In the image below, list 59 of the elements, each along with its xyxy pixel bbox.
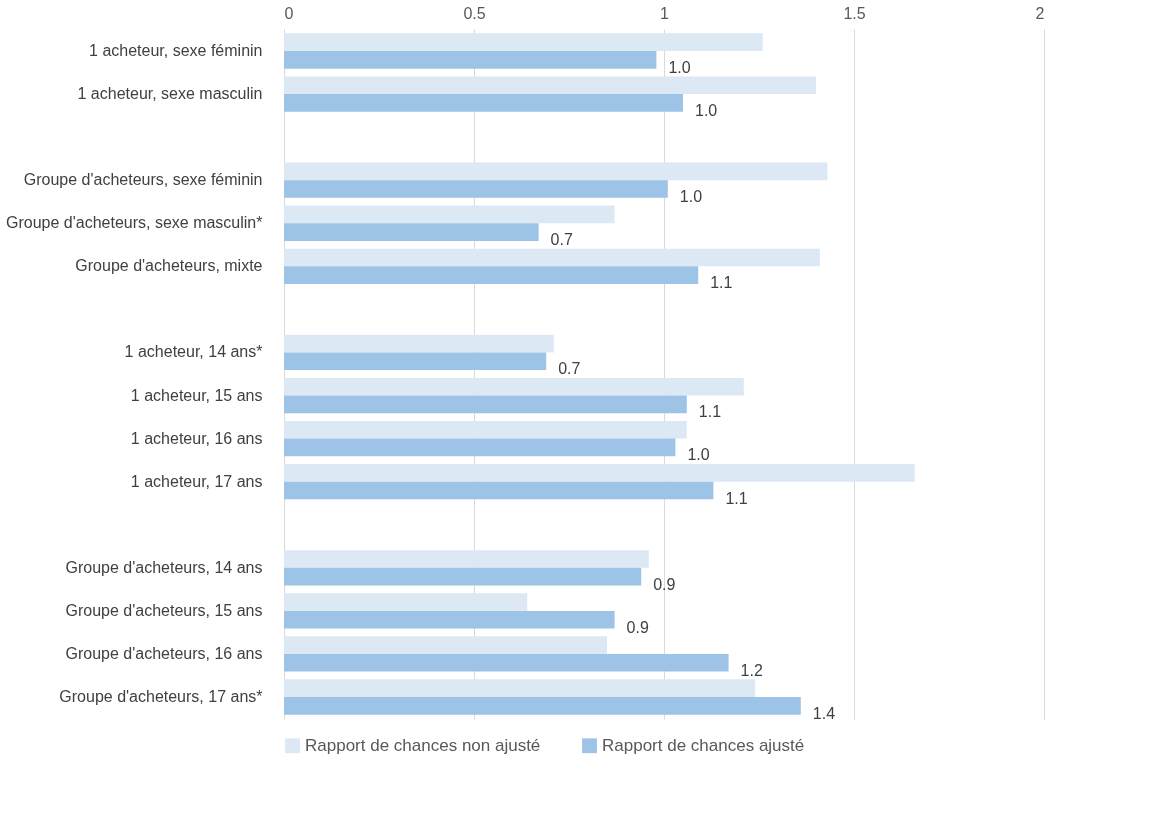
bar xyxy=(284,395,687,414)
bar xyxy=(284,205,615,224)
y-tick-label: Groupe d'acheteurs, 15 ans xyxy=(65,601,263,619)
data-label: 0.7 xyxy=(558,360,581,378)
data-label: 1.2 xyxy=(740,661,763,679)
bar xyxy=(284,76,816,95)
data-label: 1.1 xyxy=(725,489,748,507)
bar xyxy=(284,438,676,457)
y-tick-label: Groupe d'acheteurs, 14 ans xyxy=(65,558,263,576)
legend-label: Rapport de chances non ajusté xyxy=(305,735,541,755)
data-label: 0.7 xyxy=(550,231,573,249)
bar xyxy=(284,162,828,181)
y-tick-label: 1 acheteur, sexe masculin xyxy=(77,85,263,103)
bar xyxy=(284,636,607,654)
y-tick-label: 1 acheteur, 15 ans xyxy=(130,386,263,404)
data-label: 1.0 xyxy=(679,188,703,206)
x-tick-label: 1 xyxy=(660,4,670,22)
bar xyxy=(284,248,820,267)
bar xyxy=(284,697,801,715)
legend-label: Rapport de chances ajusté xyxy=(602,735,805,755)
data-label: 0.9 xyxy=(626,618,649,636)
data-label: 1.0 xyxy=(687,446,710,464)
y-tick-label: Groupe d'acheteurs, 17 ans* xyxy=(59,688,263,706)
y-tick-label: Groupe d'acheteurs, sexe masculin* xyxy=(5,214,263,232)
data-label: 1.0 xyxy=(695,101,718,119)
bar xyxy=(284,653,729,672)
y-tick-label: 1 acheteur, sexe féminin xyxy=(89,41,263,59)
bar xyxy=(284,50,657,69)
y-tick-label: 1 acheteur, 14 ans* xyxy=(124,343,263,361)
data-label: 1.4 xyxy=(812,704,836,722)
x-tick-label: 0.5 xyxy=(463,4,486,22)
bar xyxy=(284,377,744,396)
data-label: 0.9 xyxy=(653,575,676,593)
bar xyxy=(284,334,554,353)
x-tick-label: 2 xyxy=(1035,4,1045,22)
bar xyxy=(284,593,528,611)
bar xyxy=(284,420,687,439)
y-tick-label: Groupe d'acheteurs, mixte xyxy=(75,257,263,275)
data-label: 1.1 xyxy=(698,403,722,421)
bar xyxy=(284,33,763,51)
data-label: 1.1 xyxy=(710,274,733,292)
data-label: 1.0 xyxy=(668,58,691,76)
bar xyxy=(284,481,714,500)
bar xyxy=(284,550,649,568)
bar xyxy=(284,464,915,482)
x-tick-label: 0 xyxy=(284,4,294,22)
bar xyxy=(284,223,539,241)
bar xyxy=(284,679,756,698)
y-tick-label: Groupe d'acheteurs, sexe féminin xyxy=(23,171,263,189)
bar xyxy=(284,94,683,112)
y-tick-label: 1 acheteur, 17 ans xyxy=(130,472,263,490)
y-tick-label: Groupe d'acheteurs, 16 ans xyxy=(65,644,263,662)
bar xyxy=(284,266,699,284)
bar xyxy=(284,567,642,586)
bar xyxy=(284,610,615,629)
y-tick-label: 1 acheteur, 16 ans xyxy=(130,429,263,447)
bar xyxy=(284,180,668,198)
x-tick-label: 1.5 xyxy=(843,4,866,22)
bar xyxy=(284,352,547,371)
